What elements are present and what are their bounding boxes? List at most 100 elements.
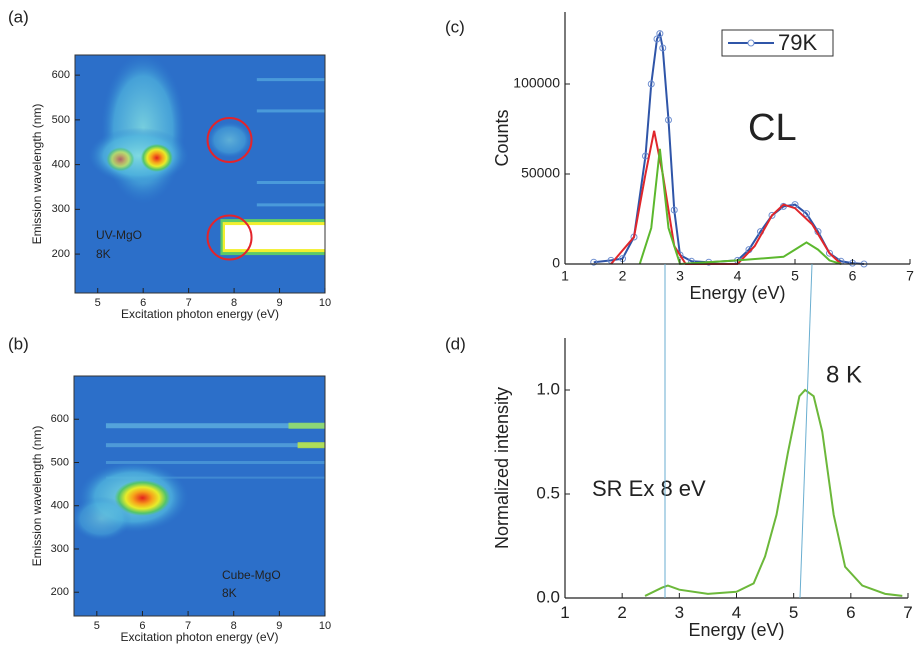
y-tick-label: 200 (51, 586, 69, 598)
data-point (803, 210, 810, 218)
x-tick-label: 8 (231, 620, 237, 632)
x-tick-label: 7 (186, 297, 192, 309)
y-tick-label: 200 (52, 248, 70, 260)
x-tick-label: 2 (617, 603, 626, 622)
panel-label: (c) (445, 17, 465, 36)
y-axis-label: Normalized intensity (492, 387, 512, 549)
heatmap-streak (256, 109, 325, 113)
annotation-circle (206, 214, 253, 261)
x-tick-label: 4 (734, 267, 742, 283)
x-tick-label: 5 (789, 603, 798, 622)
y-axis-label: Emission wavelength (nm) (30, 426, 44, 567)
x-tick-label: 3 (675, 603, 684, 622)
y-tick-label: 400 (51, 500, 69, 512)
y-tick-label: 1.0 (536, 379, 560, 398)
y-tick-label: 500 (51, 456, 69, 468)
x-tick-label: 5 (94, 620, 100, 632)
data-point (670, 206, 678, 214)
panel-label: (d) (445, 334, 466, 353)
plot-frame (73, 375, 326, 617)
connector-line (799, 263, 813, 599)
data-point (647, 80, 655, 88)
x-tick-label: 7 (903, 603, 912, 622)
x-axis-label: Excitation photon energy (eV) (120, 630, 278, 644)
panel-label: (b) (8, 334, 29, 353)
x-tick-label: 6 (846, 603, 855, 622)
heatmap-blob (207, 122, 252, 158)
heatmap-streak (105, 460, 325, 464)
data-point (656, 30, 664, 38)
heatmap-streak (256, 203, 325, 207)
y-tick-label: 500 (52, 114, 70, 126)
annotation: 8K (96, 247, 111, 261)
y-axis-label: Counts (492, 109, 512, 166)
x-axis-label: Energy (eV) (689, 283, 785, 303)
annotation: SR Ex 8 eV (592, 476, 706, 501)
y-tick-label: 600 (52, 69, 70, 81)
x-tick-label: 1 (561, 267, 569, 283)
x-tick-label: 5 (95, 297, 101, 309)
data-point (768, 211, 776, 219)
x-tick-label: 5 (791, 267, 799, 283)
x-tick-label: 8 (231, 297, 237, 309)
heatmap-blob (114, 479, 171, 516)
data-point (653, 35, 661, 43)
heatmap-streak (256, 181, 325, 184)
y-tick-label: 600 (51, 413, 69, 425)
x-tick-label: 6 (849, 267, 857, 283)
y-axis-label: Emission wavelength (nm) (30, 104, 44, 245)
heatmap-streak (105, 443, 325, 448)
x-tick-label: 9 (276, 620, 282, 632)
x-tick-label: 7 (906, 267, 914, 283)
data-point (659, 44, 667, 52)
x-tick-label: 4 (732, 603, 741, 622)
x-tick-label: 6 (139, 620, 145, 632)
x-tick-label: 6 (140, 297, 146, 309)
x-tick-label: 10 (319, 297, 331, 309)
annotation: 8K (222, 586, 237, 600)
annotation: UV-MgO (96, 228, 142, 242)
y-tick-label: 400 (52, 159, 70, 171)
heatmap-streak (105, 423, 325, 429)
data-point (826, 249, 833, 257)
y-tick-label: 100000 (513, 75, 560, 91)
heatmap-blob (140, 143, 173, 172)
heatmap-streak (105, 476, 325, 479)
heatmap-streak (297, 442, 325, 449)
panel-label: (a) (8, 7, 29, 26)
series-line (638, 148, 842, 266)
heatmap (74, 376, 325, 616)
data-point (590, 258, 598, 266)
y-tick-label: 0.0 (536, 587, 560, 606)
data-point (665, 116, 672, 124)
heatmap-blob (88, 127, 189, 184)
x-tick-label: 9 (276, 297, 282, 309)
heatmap-blob (74, 496, 132, 541)
y-tick-label: 0 (552, 255, 560, 271)
y-tick-label: 300 (52, 203, 70, 215)
x-tick-label: 2 (619, 267, 627, 283)
x-axis-label: Energy (eV) (688, 620, 784, 640)
annotation: 8 K (826, 361, 862, 388)
series-line (593, 30, 865, 265)
heatmap-blob (106, 147, 135, 172)
heatmap-streak (225, 225, 325, 250)
heatmap-streak (288, 422, 325, 429)
heatmap-streak (256, 78, 325, 82)
x-tick-label: 7 (185, 620, 191, 632)
y-tick-label: 300 (51, 543, 69, 555)
x-tick-label: 10 (319, 620, 331, 632)
x-axis-label: Excitation photon energy (eV) (121, 307, 279, 321)
annotation-circle (206, 117, 253, 163)
plot-frame (74, 54, 326, 294)
heatmap (75, 55, 325, 293)
annotation: CL (748, 107, 797, 149)
y-tick-label: 50000 (521, 165, 560, 181)
legend-marker (747, 39, 755, 47)
x-tick-label: 3 (676, 267, 684, 283)
x-tick-label: 1 (560, 603, 569, 622)
series-line (644, 388, 903, 597)
y-tick-label: 0.5 (536, 483, 560, 502)
